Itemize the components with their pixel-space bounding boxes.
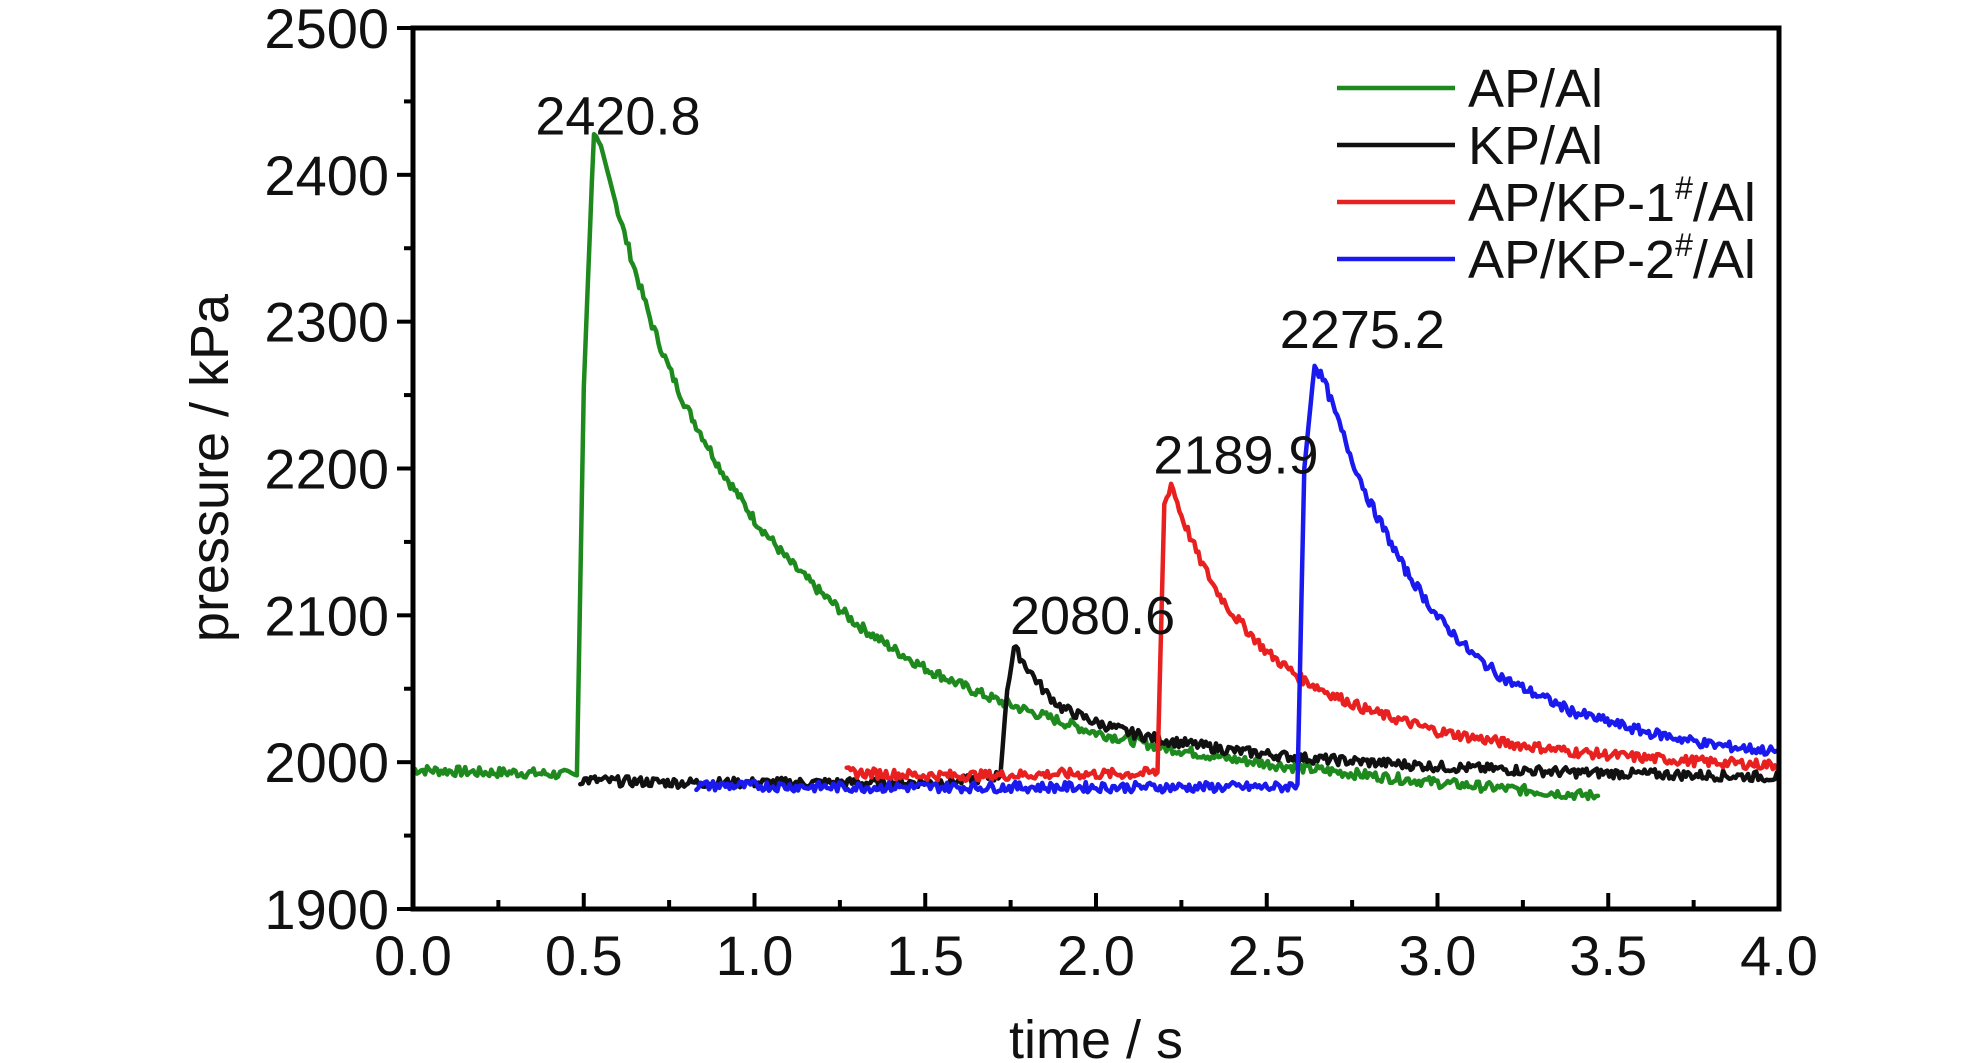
y-tick-label: 2100 [264, 584, 389, 647]
legend-label: AP/Al [1468, 59, 1603, 119]
legend-label: AP/KP-1#/Al [1468, 170, 1756, 233]
y-tick-label: 2000 [264, 731, 389, 794]
x-tick-label: 3.0 [1399, 924, 1477, 987]
y-axis-label: pressure / kPa [180, 293, 240, 642]
peak-value-label: 2189.9 [1153, 425, 1318, 485]
series-group [410, 131, 1782, 802]
peak-labels-group: 2420.8 2080.6 2189.9 2275.2 [535, 86, 1445, 646]
y-tick-label: 2400 [264, 144, 389, 207]
legend-label: KP/Al [1468, 116, 1603, 176]
series-line-4 [694, 363, 1782, 795]
x-tick-label: 2.5 [1228, 924, 1306, 987]
legend-label: AP/KP-2#/Al [1468, 227, 1756, 290]
x-tick-label: 2.0 [1057, 924, 1135, 987]
y-tick-label: 2200 [264, 438, 389, 501]
x-tick-label: 0.0 [374, 924, 452, 987]
x-tick-label: 0.5 [545, 924, 623, 987]
peak-value-label: 2420.8 [535, 86, 700, 146]
series-line-1 [410, 131, 1601, 802]
series-line-3 [844, 481, 1782, 783]
series-line-2 [578, 644, 1782, 791]
x-tick-label: 1.0 [716, 924, 794, 987]
x-axis-label: time / s [1009, 1010, 1183, 1063]
tick-labels-group: 0.0 0.5 1.0 1.5 2.0 2.5 3.0 3.5 4.0 1900 2000 2100 2… [264, 0, 1818, 987]
peak-value-label: 2275.2 [1280, 300, 1445, 360]
plot-frame [410, 25, 1782, 912]
y-tick-label: 2500 [264, 0, 389, 60]
peak-value-label: 2080.6 [1010, 586, 1175, 646]
x-tick-label: 1.5 [886, 924, 964, 987]
x-tick-label: 4.0 [1740, 924, 1818, 987]
y-tick-label: 2300 [264, 291, 389, 354]
y-tick-label: 1900 [264, 878, 389, 941]
x-tick-label: 3.5 [1569, 924, 1647, 987]
